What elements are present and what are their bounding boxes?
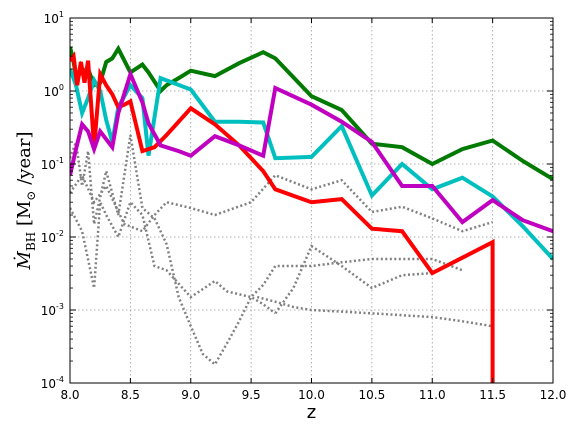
series-line-4 xyxy=(256,295,493,328)
series-line-7 xyxy=(70,68,553,261)
x-tick-label: 10.0 xyxy=(298,388,325,402)
axis-ticks xyxy=(69,17,554,384)
y-tick-labels: 10-4 10-3 10-2 10-1 100 101 xyxy=(41,10,64,391)
y-axis-label-units-sym: ⊙ xyxy=(24,190,38,200)
y-tick-label: 100 xyxy=(44,83,64,99)
x-tick-label: 9.5 xyxy=(242,388,261,402)
x-tick-label: 10.5 xyxy=(359,388,386,402)
y-tick-label: 10-2 xyxy=(41,229,64,245)
series-line-9 xyxy=(70,68,553,234)
x-tick-label: 12.0 xyxy=(540,388,567,402)
x-tick-label: 8.0 xyxy=(60,388,79,402)
y-axis-label: ṀBH [M⊙ /year] xyxy=(12,132,38,271)
y-axis-label-units-close: /year] xyxy=(14,132,35,191)
series-line-8 xyxy=(70,51,495,383)
y-axis-label-main: Ṁ xyxy=(12,250,35,270)
y-tick-label: 101 xyxy=(44,10,64,26)
x-axis-label: z xyxy=(307,402,316,423)
series-line-1 xyxy=(70,134,277,367)
y-axis-label-sub: BH xyxy=(24,232,38,251)
x-tick-label: 11.0 xyxy=(419,388,446,402)
x-tick-labels: 8.0 8.5 9.0 9.5 10.0 10.5 11.0 11.5 12.0 xyxy=(60,388,566,402)
series-line-5 xyxy=(274,244,433,315)
series-group xyxy=(70,44,553,383)
x-tick-label: 11.5 xyxy=(479,388,506,402)
y-axis-label-units-open: [M xyxy=(14,201,35,232)
y-tick-label: 10-1 xyxy=(41,156,64,172)
series-line-3 xyxy=(70,172,493,233)
y-tick-label: 10-3 xyxy=(41,302,64,318)
x-tick-label: 8.5 xyxy=(121,388,140,402)
series-line-2 xyxy=(70,197,463,299)
y-tick-label: 10-4 xyxy=(41,375,64,391)
x-tick-label: 9.0 xyxy=(181,388,200,402)
